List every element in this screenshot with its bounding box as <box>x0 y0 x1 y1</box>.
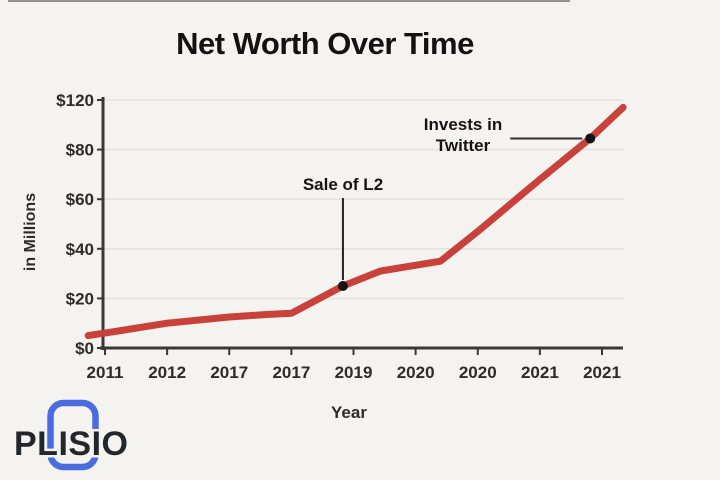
y-tick-label: $80 <box>66 141 94 160</box>
net-worth-line <box>84 103 627 340</box>
top-border-line <box>8 0 570 2</box>
x-axis-title: Year <box>331 403 367 422</box>
x-tick-label: 2021 <box>521 363 559 382</box>
x-tick-label: 2020 <box>397 363 435 382</box>
chart-title: Net Worth Over Time <box>176 26 474 61</box>
x-tick-label: 2021 <box>583 363 621 382</box>
logo-text: PLISIO <box>14 425 128 463</box>
x-tick-label: 2017 <box>210 363 248 382</box>
annotation-invests-in-twitter: Invests in Twitter <box>393 114 533 156</box>
annotation-dot <box>585 133 596 144</box>
y-tick-label: $40 <box>66 240 94 259</box>
y-tick-label: $20 <box>66 289 94 308</box>
x-tick-label: 2020 <box>459 363 497 382</box>
annotation-twitter-line1: Invests in <box>423 115 503 134</box>
y-axis-title: in Millions <box>22 192 39 272</box>
y-tick-label: $120 <box>56 91 94 110</box>
y-tick-label: $0 <box>75 339 94 358</box>
x-tick-label: 2017 <box>272 363 310 382</box>
x-tick-label: 2012 <box>148 363 186 382</box>
annotation-twitter-line2: Twitter <box>435 136 491 155</box>
annotation-sale-of-l2: Sale of L2 <box>283 174 403 195</box>
y-tick-label: $60 <box>66 190 94 209</box>
annotation-sale-line1: Sale of L2 <box>302 175 384 194</box>
x-tick-label: 2011 <box>87 363 124 382</box>
annotation-dot <box>337 281 348 291</box>
plisio-logo: PLISIO <box>12 399 130 471</box>
x-tick-label: 2019 <box>335 363 373 382</box>
logo-frame-icon <box>47 399 99 471</box>
